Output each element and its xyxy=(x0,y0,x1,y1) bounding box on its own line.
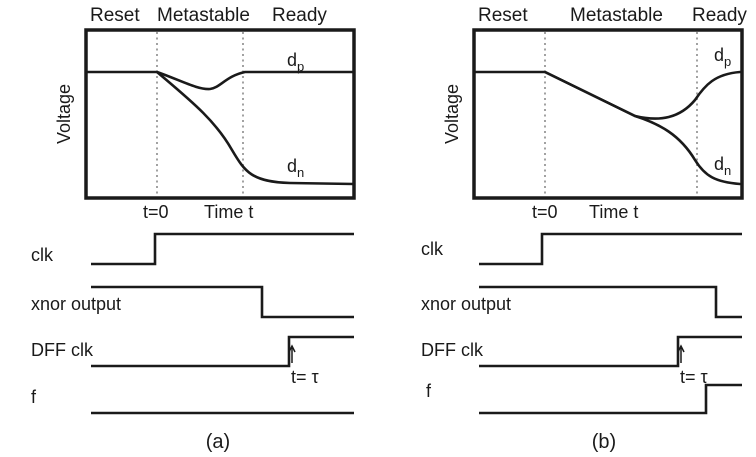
dn-curve xyxy=(155,70,356,186)
dp-label: dp xyxy=(287,50,304,74)
dn-label: dn xyxy=(287,156,304,180)
clk-label: clk xyxy=(421,239,444,259)
t0-label: t=0 xyxy=(143,202,169,222)
x-axis-label: Time t xyxy=(589,202,638,222)
xnor-waveform xyxy=(91,285,354,319)
dp-label: dp xyxy=(714,45,731,69)
y-axis-label: Voltage xyxy=(54,84,74,144)
phase-reset-label: Reset xyxy=(478,5,528,26)
dff-clk-label: DFF clk xyxy=(31,340,94,360)
voltage-plot-frame xyxy=(472,28,744,200)
phase-reset-label: Reset xyxy=(90,5,140,26)
dff-clk-waveform xyxy=(479,335,742,368)
dn-curve xyxy=(543,70,742,186)
phase-metastable-label: Metastable xyxy=(157,5,250,26)
phase-metastable-label: Metastable xyxy=(570,5,663,26)
clk-waveform xyxy=(91,232,354,266)
clk-label: clk xyxy=(31,245,54,265)
voltage-plot-frame xyxy=(84,28,356,200)
y-axis-label: Voltage xyxy=(442,84,462,144)
f-label: f xyxy=(31,387,37,407)
caption-a: (a) xyxy=(206,431,230,453)
phase-ready-label: Ready xyxy=(272,5,327,26)
xnor-label: xnor output xyxy=(31,294,121,314)
tau-label: t= τ xyxy=(291,367,319,387)
xnor-waveform xyxy=(479,285,742,319)
xnor-label: xnor output xyxy=(421,294,511,314)
tau-arrowhead xyxy=(288,344,296,353)
caption-b: (b) xyxy=(592,431,616,453)
panel-a: Reset Metastable Ready dp dn Voltage t=0… xyxy=(31,5,356,453)
panel-b: Reset Metastable Ready dp dn Voltage t=0… xyxy=(421,5,747,453)
f-waveform xyxy=(479,383,742,415)
tau-label: t= τ xyxy=(680,367,708,387)
clk-waveform xyxy=(479,232,742,266)
dp-curve xyxy=(472,70,742,120)
x-axis-label: Time t xyxy=(204,202,253,222)
dp-curve xyxy=(84,70,356,91)
f-label: f xyxy=(426,381,432,401)
t0-label: t=0 xyxy=(532,202,558,222)
tau-arrowhead xyxy=(677,344,685,353)
dn-label: dn xyxy=(714,154,731,178)
dff-clk-label: DFF clk xyxy=(421,340,484,360)
phase-ready-label: Ready xyxy=(692,5,747,26)
dff-clk-waveform xyxy=(91,335,354,368)
